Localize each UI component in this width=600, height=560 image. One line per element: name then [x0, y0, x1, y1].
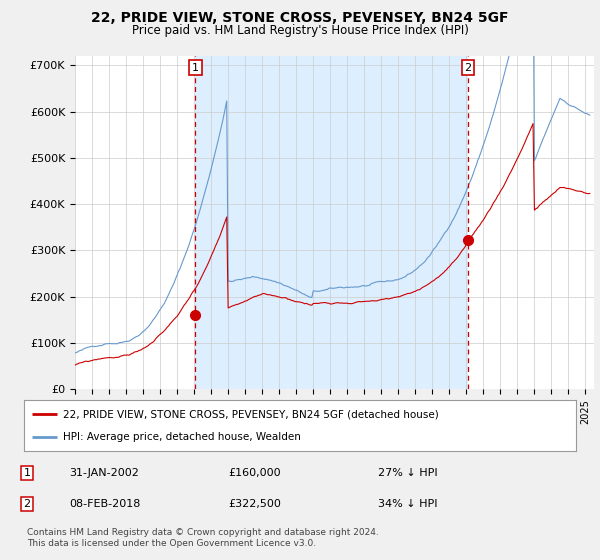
Bar	[196, 56, 468, 389]
Text: Price paid vs. HM Land Registry's House Price Index (HPI): Price paid vs. HM Land Registry's House …	[131, 24, 469, 36]
Text: HPI: Average price, detached house, Wealden: HPI: Average price, detached house, Weal…	[62, 432, 301, 442]
Text: 27% ↓ HPI: 27% ↓ HPI	[378, 468, 437, 478]
Text: 34% ↓ HPI: 34% ↓ HPI	[378, 499, 437, 509]
Text: 31-JAN-2002: 31-JAN-2002	[69, 468, 139, 478]
Text: 1: 1	[192, 63, 199, 73]
Text: Contains HM Land Registry data © Crown copyright and database right 2024.
This d: Contains HM Land Registry data © Crown c…	[27, 528, 379, 548]
Text: 22, PRIDE VIEW, STONE CROSS, PEVENSEY, BN24 5GF: 22, PRIDE VIEW, STONE CROSS, PEVENSEY, B…	[91, 11, 509, 25]
Text: £322,500: £322,500	[228, 499, 281, 509]
Text: 08-FEB-2018: 08-FEB-2018	[69, 499, 140, 509]
Text: 2: 2	[23, 499, 31, 509]
Text: 22, PRIDE VIEW, STONE CROSS, PEVENSEY, BN24 5GF (detached house): 22, PRIDE VIEW, STONE CROSS, PEVENSEY, B…	[62, 409, 439, 419]
Text: 2: 2	[464, 63, 472, 73]
Text: £160,000: £160,000	[228, 468, 281, 478]
Text: 1: 1	[23, 468, 31, 478]
